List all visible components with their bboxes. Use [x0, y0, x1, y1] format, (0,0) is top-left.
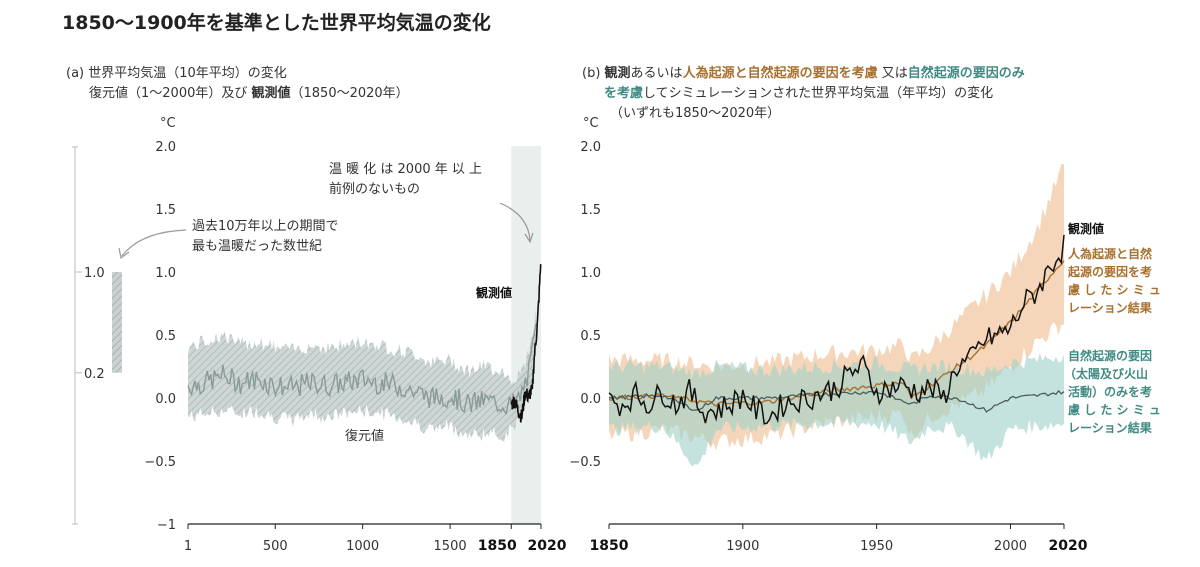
annotation-past-line-1: 過去10万年以上の期間で — [192, 219, 339, 234]
page-title: 1850～1900年を基準とした世界平均気温の変化 — [62, 12, 491, 34]
panel-a-reconstructed-label: 復元値 — [345, 428, 384, 444]
panel-a-x-tick-label: 2020 — [528, 538, 567, 554]
panel-b-x-tick-label: 1950 — [860, 539, 893, 554]
panel-b-heading-2a: を考慮 — [604, 86, 644, 101]
panel-a-y-tick-label: 1.5 — [155, 203, 176, 218]
panel-b-heading-2: を考慮してシミュレーションされた世界平均気温（年平均）の変化 — [604, 82, 993, 101]
panel-b-human-label-4: レーション結果 — [1068, 300, 1152, 315]
annotation-past-arrowhead — [118, 247, 130, 260]
panel-b-heading-2b: してシミュレーションされた世界平均気温（年平均）の変化 — [643, 86, 994, 101]
range-bar-bottom-label: 0.2 — [84, 367, 105, 382]
panel-a-observed-line — [510, 263, 542, 423]
panel-a-reconstruction-range — [188, 308, 536, 442]
panel-a-x-tick-label: 1500 — [434, 539, 467, 554]
panel-a-x-axis: 1 500 1000 1500 1850 2020 — [184, 523, 567, 554]
panel-b-x-tick-label: 2020 — [1049, 538, 1088, 554]
panel-b-heading-1a: (b) — [582, 66, 605, 81]
panel-b-heading-1f: 自然起源の要因のみ — [907, 66, 1025, 81]
panel-b-y-tick-label: 0.5 — [580, 329, 601, 344]
panel-a-y-tick-label: 0.0 — [155, 392, 176, 407]
panel-a-heading-2b: 観測値 — [251, 86, 291, 101]
panel-b-natural-label-1: 自然起源の要因 — [1068, 348, 1152, 363]
panel-a-x-tick-label: 1850 — [478, 538, 517, 554]
panel-b-y-tick-label: 0.0 — [580, 392, 601, 407]
panel-a-unit-label: °C — [160, 116, 176, 131]
annotation-warming-arrow — [499, 202, 531, 241]
panel-b-x-axis: 1850 1900 1950 2000 2020 — [590, 523, 1088, 554]
panel-a-heading-2a: 復元値（1～2000年）及び — [89, 86, 252, 101]
panel-b-natural-label-4: 慮 し た シ ミ ュ — [1068, 402, 1161, 417]
panel-b-heading-3: （いずれも1850～2020年） — [610, 106, 781, 121]
panel-a-x-tick-label: 1 — [184, 539, 192, 554]
annotation-past-line-2: 最も温暖だった数世紀 — [192, 239, 322, 254]
panel-b-y-axis: 2.0 1.5 1.0 0.5 0.0 −0.5 — [569, 140, 601, 470]
annotation-warming-line-1: 温 暖 化 は 2000 年 以 上 — [329, 162, 482, 177]
panel-a-y-tick-label: −0.5 — [144, 455, 176, 470]
panel-b-natural-label-2: （太陽及び火山 — [1064, 366, 1148, 381]
panel-a-y-tick-label: 0.5 — [155, 329, 176, 344]
panel-b-y-tick-label: 2.0 — [580, 140, 601, 155]
panel-b-x-tick-label: 1850 — [590, 538, 629, 554]
panel-b-unit-label: °C — [583, 116, 599, 131]
panel-b-observed-label: 観測値 — [1068, 221, 1104, 236]
panel-b-natural-label-3: 活動）のみを考 — [1068, 384, 1152, 399]
annotation-warming-line-2: 前例のないもの — [329, 181, 420, 197]
panel-b-x-tick-label: 1900 — [726, 539, 759, 554]
panel-a-heading-2c: （1850～2020年） — [290, 86, 409, 101]
panel-b-human-label-3: 慮 し た シ ミ ュ — [1068, 282, 1161, 297]
panel-b-chart: 2.0 1.5 1.0 0.5 0.0 −0.5 1850 1900 1950 2000 2020… — [569, 116, 1160, 554]
range-bar-top-label: 1.0 — [84, 266, 105, 281]
panel-b-heading-1d: 人為起源と自然起源の要因を考慮 — [682, 66, 878, 81]
panel-b-heading-1: (b) 観測あるいは人為起源と自然起源の要因を考慮 又は自然起源の要因のみ — [582, 62, 1025, 81]
panel-a-heading-2: 復元値（1～2000年）及び 観測値（1850～2020年） — [89, 82, 409, 101]
panel-a-observed-label: 観測値 — [476, 285, 512, 300]
panel-b-x-tick-label: 2000 — [994, 539, 1027, 554]
panel-b-observed-line — [608, 234, 1065, 425]
panel-a-heading-1: (a) 世界平均気温（10年平均）の変化 — [66, 66, 287, 81]
panel-b-heading-1c: あるいは — [630, 66, 683, 81]
annotation-warming-arrowhead — [524, 232, 534, 244]
panel-a-y-tick-label: 1.0 — [155, 266, 176, 281]
panel-b-y-tick-label: 1.0 — [580, 266, 601, 281]
panel-b-heading-1b: 観測 — [604, 66, 631, 81]
annotation-past-arrow — [121, 229, 187, 257]
panel-b-natural-label-5: レーション結果 — [1068, 420, 1152, 435]
panel-b-human-label-1: 人為起源と自然 — [1068, 246, 1152, 261]
panel-a-x-tick-label: 500 — [263, 539, 288, 554]
panel-b-human-label-2: 起源の要因を考 — [1067, 264, 1152, 279]
panel-b-y-tick-label: 1.5 — [580, 203, 601, 218]
panel-b-y-tick-label: −0.5 — [569, 455, 601, 470]
panel-a-chart: 2.01.51.00.50.0−0.5−1 1 500 1000 1500 1850 20… — [72, 116, 567, 554]
panel-a-y-tick-label: −1 — [157, 518, 176, 533]
panel-b-heading-1e: 又は — [877, 66, 908, 81]
panel-a-reconstruction-line — [187, 323, 537, 416]
panel-a-x-tick-label: 1000 — [346, 539, 379, 554]
range-bar — [112, 272, 122, 373]
panel-a-y-tick-label: 2.0 — [155, 140, 176, 155]
panel-a-y-axis: 2.0 1.5 1.0 0.5 0.0 −0.5 −1 — [144, 140, 176, 533]
